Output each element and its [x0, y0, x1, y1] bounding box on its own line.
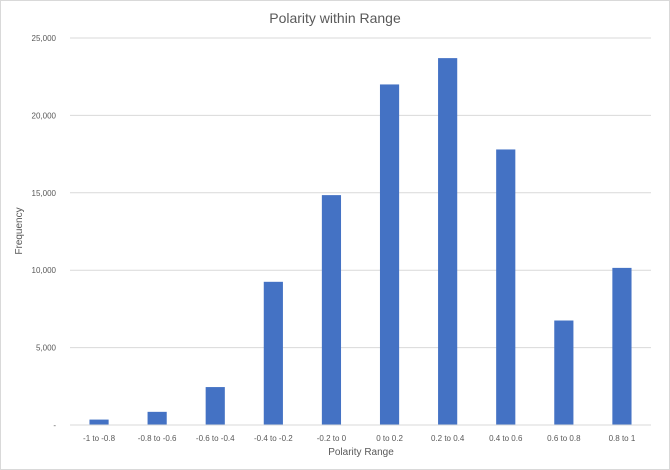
bar	[147, 411, 167, 425]
x-tick-label: 0.2 to 0.4	[431, 434, 465, 443]
chart-title: Polarity within Range	[269, 10, 401, 26]
x-tick-label: -0.8 to -0.6	[138, 434, 177, 443]
bar	[496, 149, 516, 425]
x-tick-label: 0 to 0.2	[376, 434, 403, 443]
x-tick-label: -0.2 to 0	[317, 434, 347, 443]
x-tick-label: -1 to -0.8	[83, 434, 116, 443]
bars	[89, 58, 632, 426]
y-tick-label: 20,000	[32, 111, 57, 120]
bar	[554, 320, 574, 425]
bar	[379, 84, 400, 425]
x-tick-label: 0.8 to 1	[609, 434, 636, 443]
x-axis-title: Polarity Range	[328, 447, 394, 458]
x-tick-label: -0.6 to -0.4	[196, 434, 235, 443]
bar	[205, 387, 225, 425]
x-tick-label: 0.6 to 0.8	[547, 434, 581, 443]
x-tick-label: 0.4 to 0.6	[489, 434, 523, 443]
y-axis-title: Frequency	[14, 207, 25, 254]
y-axis-ticks: - 5,000 10,000 15,000 20,000 25,000	[32, 34, 57, 430]
bar	[612, 267, 632, 425]
y-tick-label: 25,000	[32, 34, 57, 43]
x-tick-label: -0.4 to -0.2	[254, 434, 293, 443]
y-tick-label: 5,000	[36, 344, 57, 353]
x-axis-ticks: -1 to -0.8 -0.8 to -0.6 -0.6 to -0.4 -0.4 t…	[83, 434, 636, 443]
bar	[89, 419, 109, 425]
y-tick-label: 10,000	[32, 266, 57, 275]
bar	[321, 195, 342, 425]
gridlines	[70, 37, 651, 349]
y-tick-label: -	[53, 421, 56, 430]
bar	[263, 281, 283, 425]
y-tick-label: 15,000	[32, 189, 57, 198]
bar	[438, 58, 458, 426]
